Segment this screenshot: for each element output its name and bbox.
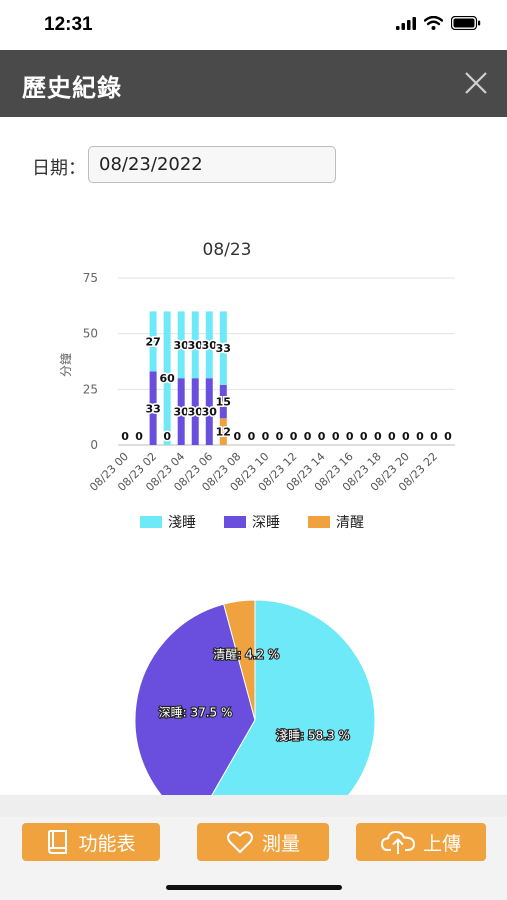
y-axis-label: 分鐘 xyxy=(58,353,73,377)
bar-segment xyxy=(191,311,199,379)
data-label: 30 xyxy=(174,339,190,352)
upload-button-label: 上傳 xyxy=(422,832,461,855)
pie-label: 清醒: 4.2 % xyxy=(213,648,279,662)
upload-button[interactable]: 上傳 xyxy=(356,823,486,861)
data-label: 0 xyxy=(360,430,368,443)
data-label: 27 xyxy=(145,335,160,348)
bar-segment xyxy=(205,378,213,445)
close-button[interactable] xyxy=(463,70,489,96)
data-label: 33 xyxy=(216,342,231,355)
bar-segment xyxy=(205,311,213,379)
book-icon xyxy=(48,830,68,854)
bar-segment xyxy=(177,311,185,379)
pie-slice xyxy=(211,600,376,795)
legend-item-light-sleep[interactable]: 淺睡 xyxy=(140,512,196,532)
measure-button[interactable]: 測量 xyxy=(197,823,329,861)
data-label: 0 xyxy=(135,430,143,443)
y-tick-label: 75 xyxy=(83,271,98,285)
chart-legend: 淺睡 深睡 清醒 xyxy=(140,512,364,532)
pie-label: 深睡: 37.5 % xyxy=(159,705,233,719)
legend-swatch-awake xyxy=(308,516,330,528)
data-label: 30 xyxy=(188,339,204,352)
data-label: 0 xyxy=(388,430,396,443)
legend-label: 清醒 xyxy=(336,515,364,531)
cloud-upload-icon xyxy=(380,831,415,854)
heart-icon xyxy=(226,831,253,853)
data-label: 30 xyxy=(188,406,204,419)
page-title: 歷史紀錄 xyxy=(22,74,122,102)
y-tick-label: 25 xyxy=(83,382,98,396)
bar-segment xyxy=(191,378,199,445)
data-label: 0 xyxy=(402,430,410,443)
chart-title: 08/23 xyxy=(203,240,252,260)
bar-segment xyxy=(219,384,227,419)
data-label: 30 xyxy=(202,406,218,419)
close-icon xyxy=(465,72,487,94)
data-label: 0 xyxy=(262,430,270,443)
menu-button[interactable]: 功能表 xyxy=(22,823,160,861)
data-label: 0 xyxy=(444,430,452,443)
signal-icon xyxy=(396,16,416,30)
y-tick-label: 0 xyxy=(90,438,98,452)
wifi-icon xyxy=(424,16,443,30)
bottom-toolbar: 功能表 測量 上傳 xyxy=(0,817,507,900)
data-label: 0 xyxy=(346,430,354,443)
bar-segment xyxy=(149,371,157,445)
legend-swatch-deep-sleep xyxy=(224,516,246,528)
sleep-pie-chart: 淺睡: 58.3 % 深睡: 37.5 % 清醒: 4.2 % xyxy=(134,600,376,795)
data-label: 60 xyxy=(159,372,175,385)
divider-band xyxy=(0,795,507,817)
data-label: 0 xyxy=(304,430,312,443)
pie-slice xyxy=(223,600,256,721)
legend-item-deep-sleep[interactable]: 深睡 xyxy=(224,512,280,532)
data-label: 0 xyxy=(248,430,256,443)
bar-segment xyxy=(177,378,185,445)
header: 歷史紀錄 xyxy=(0,50,507,117)
bar-segment xyxy=(149,311,157,372)
data-label: 33 xyxy=(145,402,160,415)
status-bar: 12:31 xyxy=(0,0,507,50)
bar-segment xyxy=(219,311,227,385)
data-label: 30 xyxy=(202,339,218,352)
battery-icon xyxy=(451,16,481,30)
legend-item-awake[interactable]: 清醒 xyxy=(308,512,364,532)
status-icons xyxy=(396,16,481,30)
pie-slice xyxy=(134,603,256,795)
date-label: 日期： xyxy=(32,158,86,179)
legend-swatch-light-sleep xyxy=(140,516,162,528)
data-label: 0 xyxy=(234,430,242,443)
home-indicator xyxy=(166,885,342,890)
data-label: 30 xyxy=(174,406,190,419)
data-label: 0 xyxy=(416,430,424,443)
date-input[interactable] xyxy=(88,146,336,183)
bar-segment xyxy=(219,418,227,445)
data-label: 12 xyxy=(216,426,231,439)
data-label: 0 xyxy=(332,430,340,443)
bar-segment xyxy=(163,311,171,445)
data-label: 0 xyxy=(374,430,382,443)
data-label: 0 xyxy=(163,430,171,443)
data-label: 0 xyxy=(121,430,129,443)
y-tick-label: 50 xyxy=(83,327,98,341)
status-time: 12:31 xyxy=(44,14,93,35)
legend-label: 深睡 xyxy=(252,515,280,531)
measure-button-label: 測量 xyxy=(261,832,300,855)
pie-label: 淺睡: 58.3 % xyxy=(276,728,350,742)
data-label: 0 xyxy=(290,430,298,443)
legend-label: 淺睡 xyxy=(168,515,196,531)
data-label: 0 xyxy=(276,430,284,443)
menu-button-label: 功能表 xyxy=(78,832,136,855)
data-label: 15 xyxy=(216,396,231,409)
data-label: 0 xyxy=(430,430,438,443)
data-label: 0 xyxy=(318,430,326,443)
